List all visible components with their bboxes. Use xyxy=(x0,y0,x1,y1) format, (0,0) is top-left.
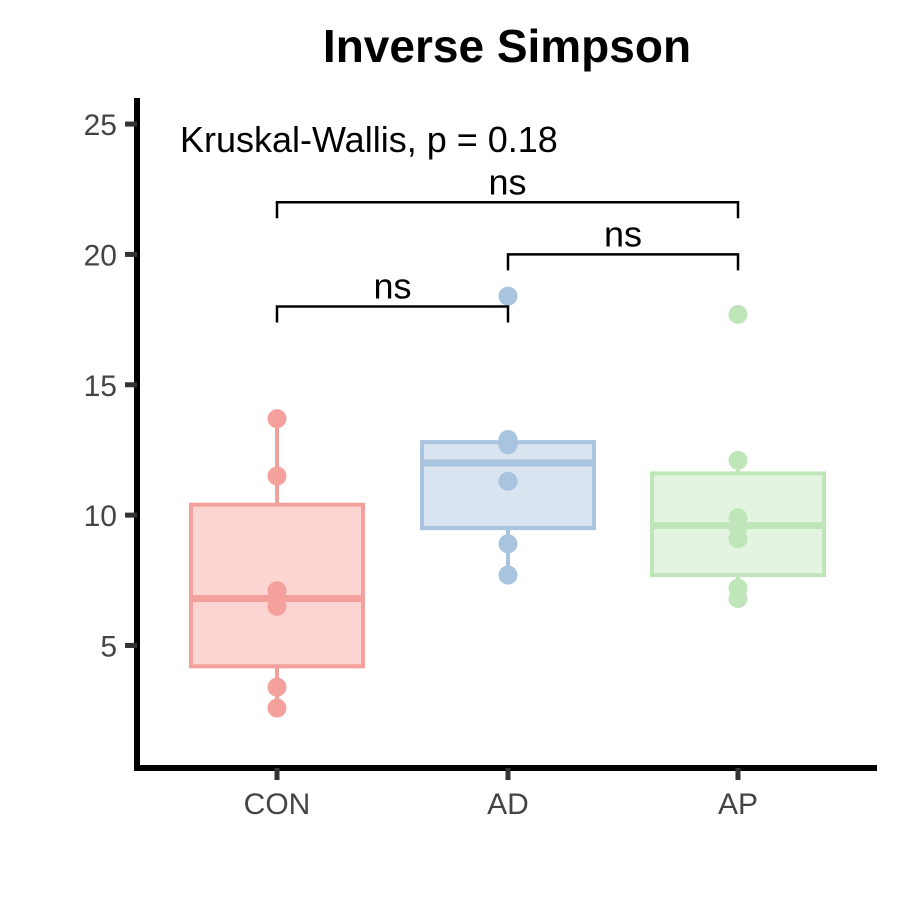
data-point xyxy=(267,409,287,429)
data-point xyxy=(267,466,287,486)
data-point xyxy=(498,286,518,306)
data-point xyxy=(498,534,518,554)
x-tick-label: AD xyxy=(487,788,529,821)
kruskal-wallis-annotation: Kruskal-Wallis, p = 0.18 xyxy=(180,119,558,160)
significance-bracket xyxy=(506,253,740,271)
chart-title: Inverse Simpson xyxy=(323,20,691,72)
y-tick-label: 25 xyxy=(84,109,117,142)
y-tick-label: 15 xyxy=(84,370,117,403)
significance-label: ns xyxy=(488,161,526,202)
significance-label: ns xyxy=(373,266,411,307)
significance-bracket xyxy=(275,305,510,323)
significance-label: ns xyxy=(604,213,642,254)
x-tick-label: CON xyxy=(244,788,311,821)
data-point xyxy=(728,450,748,470)
data-point xyxy=(498,565,518,585)
data-point xyxy=(498,471,518,491)
x-tick-label: AP xyxy=(718,788,758,821)
y-tick-label: 10 xyxy=(84,500,117,533)
data-point xyxy=(267,677,287,697)
data-point xyxy=(728,529,748,549)
significance-bracket xyxy=(275,201,740,219)
y-tick-label: 20 xyxy=(84,239,117,272)
data-point xyxy=(728,304,748,324)
data-point xyxy=(728,589,748,609)
data-point xyxy=(267,698,287,718)
data-point xyxy=(267,596,287,616)
plot-area: 5 10 15 20 25 CON AD AP ns ns ns xyxy=(84,98,877,821)
data-point xyxy=(498,435,518,455)
y-tick-label: 5 xyxy=(100,630,117,663)
